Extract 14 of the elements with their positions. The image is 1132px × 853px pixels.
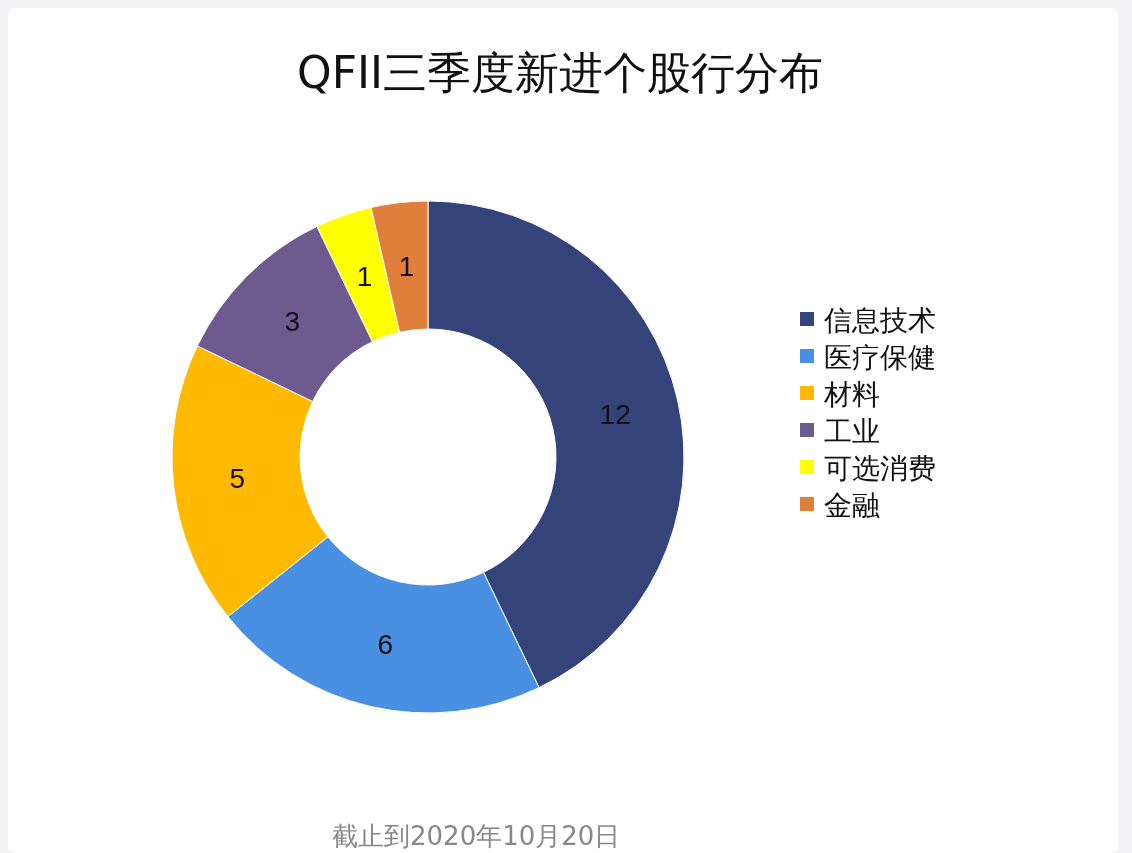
chart-title: QFII三季度新进个股行分布 [297, 47, 823, 98]
legend-label: 工业 [824, 414, 880, 448]
legend-label: 信息技术 [824, 303, 936, 337]
data-label: 5 [229, 463, 245, 495]
legend-label: 材料 [823, 377, 880, 411]
legend-label: 金融 [824, 488, 880, 522]
data-label: 6 [377, 628, 394, 660]
data-label: 3 [284, 306, 301, 338]
data-label: 1 [356, 260, 373, 292]
text: 截止到2020年10月20日 [332, 821, 621, 851]
legend-label: 医疗保健 [824, 340, 936, 374]
data-label: 12 [599, 399, 631, 431]
legend-label: 可选消费 [824, 451, 936, 485]
data-label: 1 [398, 251, 415, 283]
